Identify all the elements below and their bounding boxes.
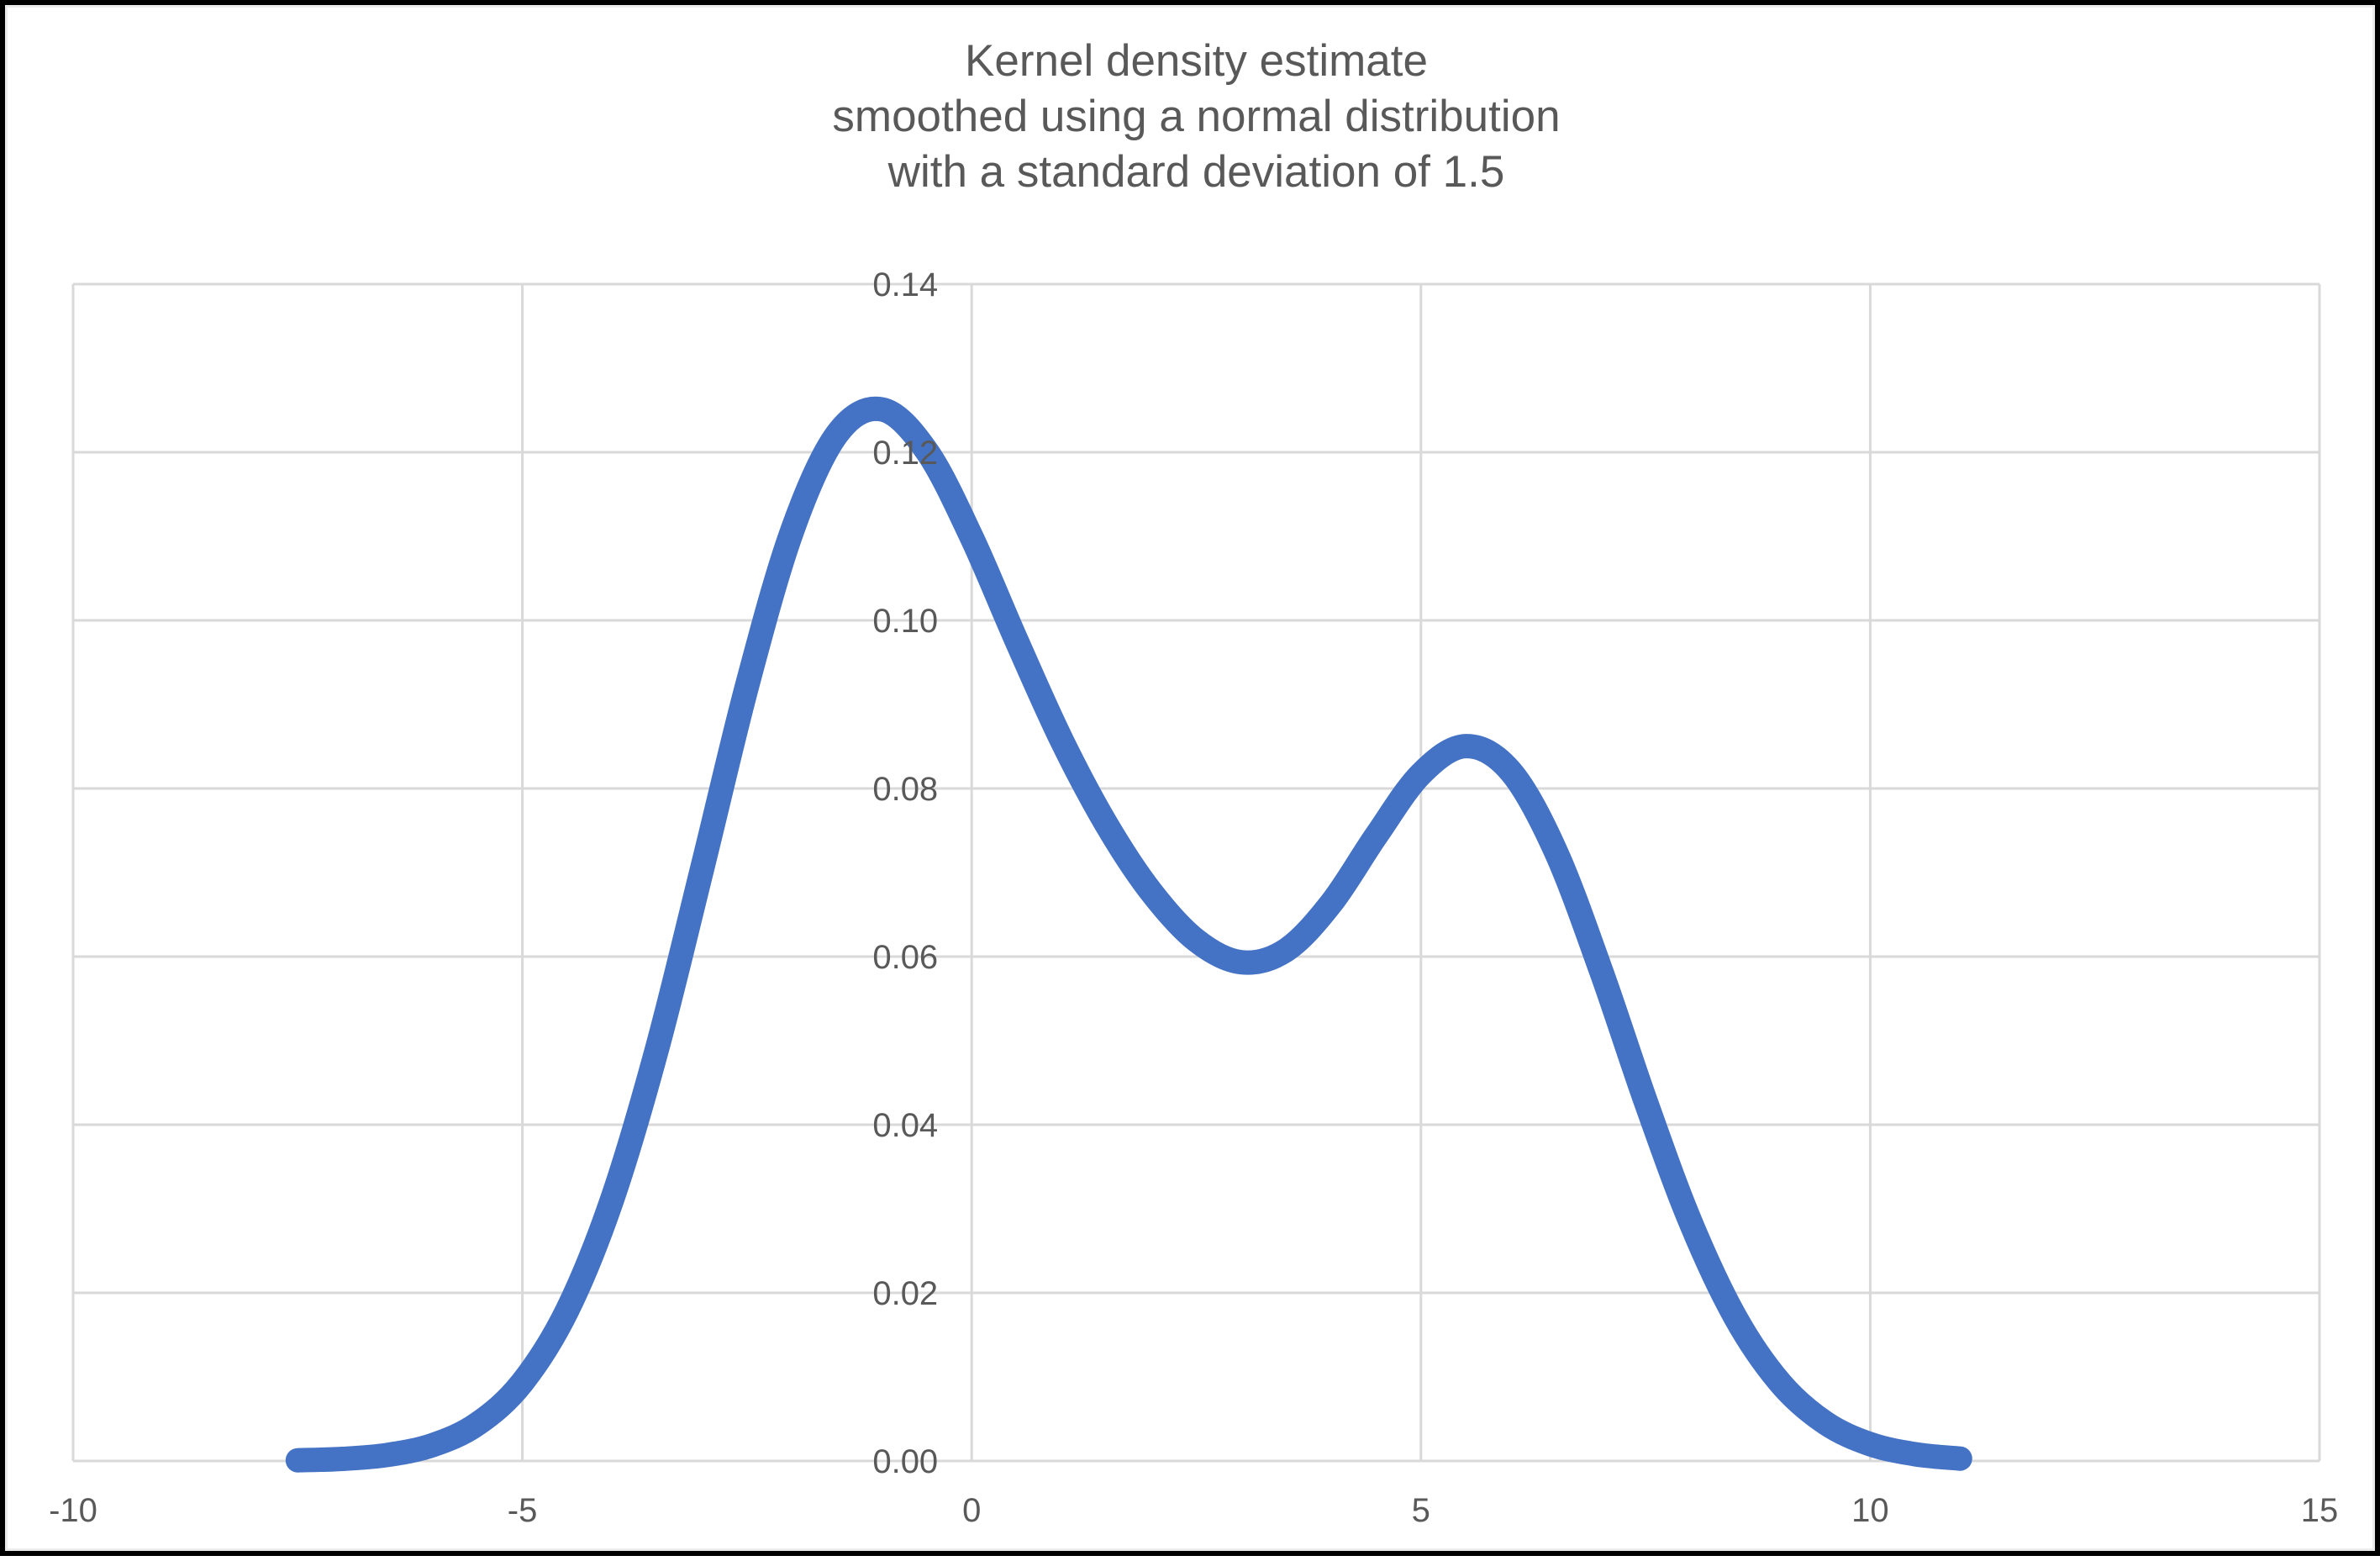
x-axis-tick-label: 10 — [1851, 1492, 1889, 1529]
chart-title-line-2: smoothed using a normal distribution — [832, 92, 1561, 141]
chart-title-line-3: with a standard deviation of 1.5 — [887, 147, 1505, 197]
kde-curve — [285, 396, 1972, 1473]
x-axis-tick-label: -5 — [508, 1492, 538, 1529]
gridlines — [71, 282, 2321, 1463]
x-axis-tick-label: 15 — [2301, 1492, 2339, 1529]
kde-chart-plot: 0.00 0.02 0.04 0.06 0.08 0.10 0.12 0.14 -10 -5 0 5 1… — [49, 266, 2338, 1529]
chart-title: Kernel density estimate smoothed using a… — [73, 34, 2319, 200]
y-axis-tick-label: 0.06 — [872, 939, 938, 976]
chart-title-line-1: Kernel density estimate — [965, 36, 1428, 86]
y-axis-tick-label: 0.12 — [872, 435, 938, 472]
x-axis-tick-label: 0 — [962, 1492, 981, 1529]
x-axis-tick-label: 5 — [1412, 1492, 1430, 1529]
x-axis-tick-label: -10 — [49, 1492, 97, 1529]
y-axis-tick-label: 0.10 — [872, 603, 938, 640]
axis-labels: 0.00 0.02 0.04 0.06 0.08 0.10 0.12 0.14 -10 -5 0 5 1… — [49, 266, 2338, 1529]
y-axis-tick-label: 0.02 — [872, 1275, 938, 1312]
y-axis-tick-label: 0.08 — [872, 771, 938, 808]
y-axis-tick-label: 0.04 — [872, 1107, 938, 1144]
y-axis-tick-label: 0.14 — [872, 266, 938, 303]
y-axis-tick-label: 0.00 — [872, 1443, 938, 1480]
